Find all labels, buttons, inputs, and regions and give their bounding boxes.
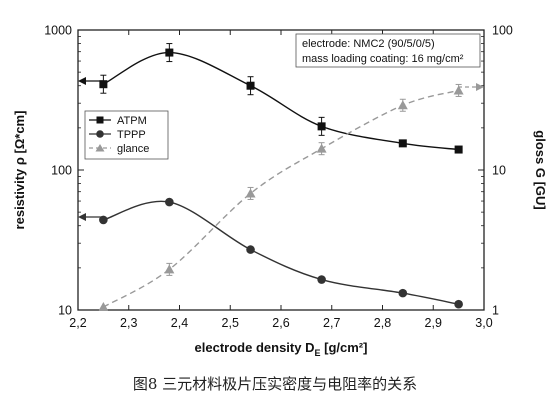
annotation-box: electrode: NMC2 (90/5/0/5) mass loading … bbox=[295, 33, 481, 68]
annotation-line-2: mass loading coating: 16 mg/cm² bbox=[302, 53, 464, 65]
data-point-atpm bbox=[317, 122, 326, 131]
data-point-glance bbox=[397, 100, 408, 110]
y-axis-right-title: gloss G [GU] bbox=[533, 130, 548, 209]
data-point-atpm bbox=[99, 80, 108, 89]
x-tick-label: 2,7 bbox=[323, 316, 340, 330]
right-axis-arrow bbox=[458, 83, 484, 91]
y-axis-left-title: resistivity ρ [Ω*cm] bbox=[12, 111, 27, 230]
data-point-atpm bbox=[454, 145, 463, 154]
data-point-glance bbox=[245, 188, 256, 198]
data-point-glance bbox=[453, 85, 464, 95]
legend-label-glance: glance bbox=[117, 143, 149, 155]
x-tick-label: 2,3 bbox=[120, 316, 137, 330]
x-tick-label: 2,8 bbox=[374, 316, 391, 330]
data-point-tppp bbox=[165, 197, 174, 207]
data-point-atpm bbox=[246, 81, 255, 90]
x-tick-label: 2,2 bbox=[69, 316, 86, 330]
y-right-tick-label: 100 bbox=[492, 24, 513, 38]
x-tick-label: 2,6 bbox=[272, 316, 289, 330]
legend-label-atpm: ATPM bbox=[117, 115, 147, 127]
data-point-atpm bbox=[398, 139, 407, 148]
x-tick-label: 2,9 bbox=[425, 316, 442, 330]
y-right-tick-label: 10 bbox=[492, 164, 506, 178]
legend: ATPM TPPP glance bbox=[84, 110, 169, 160]
data-point-glance bbox=[316, 143, 327, 153]
left-axis-arrows bbox=[78, 77, 104, 221]
legend-label-tppp: TPPP bbox=[117, 129, 146, 141]
data-point-tppp bbox=[99, 215, 108, 225]
x-tick-label: 3,0 bbox=[475, 316, 492, 330]
data-point-tppp bbox=[317, 275, 326, 284]
y-left-tick-label: 1000 bbox=[44, 24, 72, 38]
data-point-tppp bbox=[398, 288, 408, 298]
data-point-glance bbox=[164, 264, 175, 274]
x-axis-title-main: electrode density D bbox=[195, 340, 315, 355]
data-point-tppp bbox=[454, 299, 463, 309]
data-point-atpm bbox=[165, 48, 174, 57]
x-tick-label: 2,5 bbox=[222, 316, 239, 330]
data-point-tppp bbox=[246, 245, 255, 254]
y-right-tick-label: 1 bbox=[492, 304, 499, 318]
y-left-tick-label: 100 bbox=[51, 164, 72, 178]
x-axis-title-unit: [g/cm²] bbox=[321, 340, 368, 355]
legend-marker-tppp bbox=[96, 130, 104, 138]
markers-layer bbox=[98, 43, 464, 312]
legend-marker-glance bbox=[95, 144, 105, 152]
figure-caption: 图8 三元材料极片压实密度与电阻率的关系 bbox=[132, 375, 418, 393]
plot-area bbox=[77, 29, 485, 311]
x-axis-title: electrode density DE [g/cm²] bbox=[195, 340, 368, 358]
x-tick-label: 2,4 bbox=[171, 316, 188, 330]
data-point-glance bbox=[98, 302, 109, 312]
y-left-tick-label: 10 bbox=[58, 304, 72, 318]
ticks-layer: 2,2 2,3 2,4 2,5 2,6 2,7 2,8 2,9 3,0 10 100 1000 1 10 1… bbox=[44, 24, 513, 331]
annotation-line-1: electrode: NMC2 (90/5/0/5) bbox=[302, 38, 435, 50]
x-axis-title-sub: E bbox=[314, 348, 320, 358]
legend-marker-atpm bbox=[96, 116, 104, 124]
